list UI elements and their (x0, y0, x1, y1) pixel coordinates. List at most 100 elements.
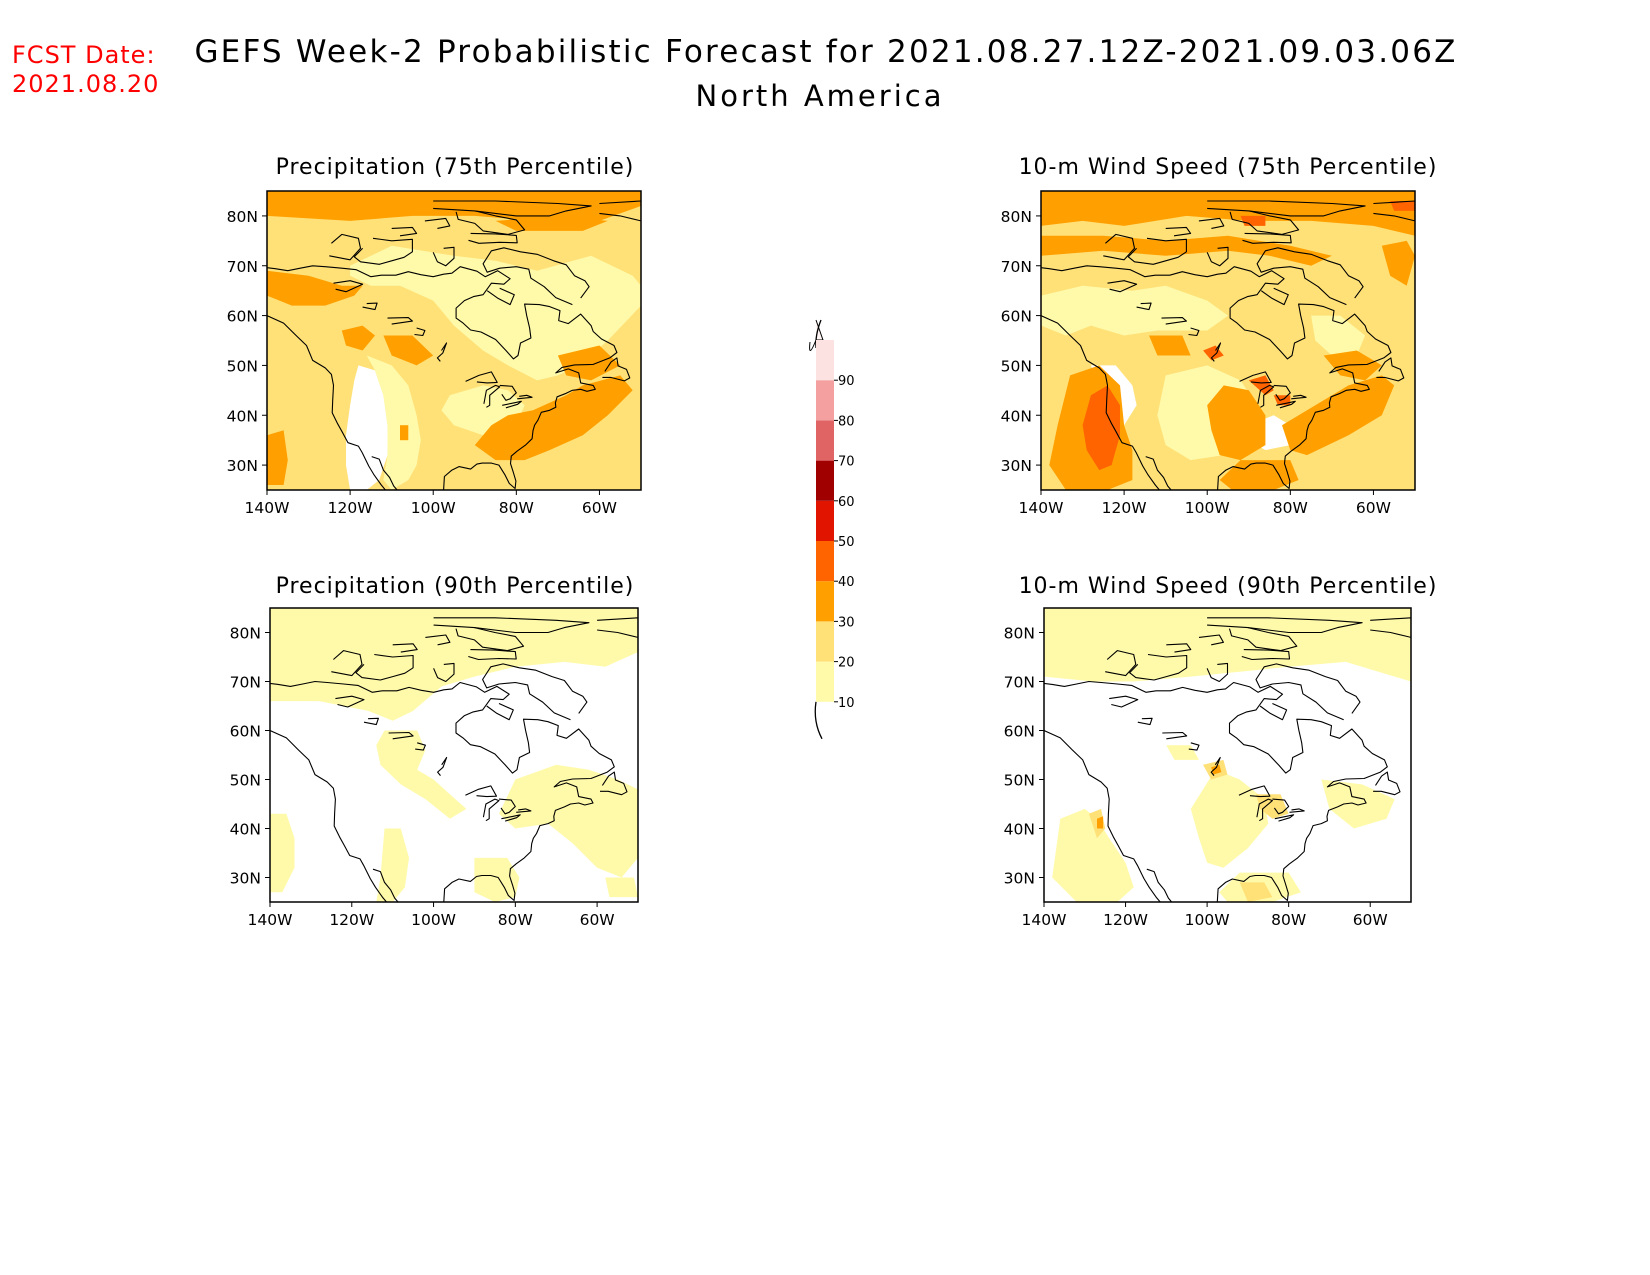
coastline (1103, 233, 1136, 261)
coastline (499, 384, 517, 401)
lat-tick-label: 50N (1001, 357, 1032, 375)
coastline (1273, 384, 1291, 401)
colorbar-label: 20 (838, 656, 855, 671)
coastlines-precip-75 (267, 200, 641, 490)
coastline (455, 210, 526, 235)
coastline (502, 400, 522, 409)
axis-ticks-wind-90: 80N 70N 60N 50N 40N 30N 140W 120W 100W 80W 60W (1004, 625, 1388, 930)
probability-region (341, 325, 375, 351)
coastline (483, 384, 501, 408)
coastline (372, 868, 399, 902)
figure-subtitle: North America (696, 79, 945, 113)
coastline (486, 287, 515, 306)
probability-region (557, 345, 621, 381)
probability-region (1323, 350, 1382, 381)
coastline (1146, 868, 1173, 902)
axis-ticks-wind-75: 80N 70N 60N 50N 40N 30N 140W 120W 100W 80W 60W (1001, 208, 1391, 517)
colorbar-swatch (816, 380, 834, 421)
lat-tick-label: 60N (230, 723, 261, 741)
probability-region (1381, 240, 1415, 286)
lon-tick-label: 140W (248, 911, 293, 929)
lat-tick-label: 50N (230, 772, 261, 790)
lat-tick-label: 70N (1004, 674, 1035, 692)
coastline (1260, 287, 1289, 306)
lon-tick-label: 80W (1271, 911, 1306, 929)
lon-tick-label: 120W (328, 499, 373, 517)
coastline (267, 265, 618, 490)
lon-tick-label: 60W (582, 499, 617, 517)
coastline (516, 808, 532, 813)
coastline (363, 717, 379, 726)
coastlines-wind-75 (1041, 200, 1415, 490)
probability-region (1041, 191, 1415, 236)
coastline (1206, 662, 1229, 683)
coastline (329, 233, 362, 261)
colorbar-swatch (816, 581, 834, 622)
fcst-date-label: FCST Date: (12, 41, 156, 69)
probability-region (1211, 764, 1222, 775)
coastline (1044, 729, 1161, 902)
coastline (270, 729, 387, 902)
coastline (437, 756, 448, 776)
panel-wind-90: 10-m Wind Speed (90th Percentile) 80N 70N… (1004, 574, 1437, 930)
colorbar-label: 40 (838, 575, 855, 590)
colorbar-swatch (816, 420, 834, 461)
lat-tick-label: 40N (230, 821, 261, 839)
colorbar-label: 10 (838, 696, 855, 711)
probability-region (1282, 375, 1395, 456)
coastline (1207, 617, 1363, 634)
coastline (501, 814, 521, 822)
coastline (1136, 302, 1152, 311)
lon-tick-label: 100W (411, 499, 456, 517)
lon-tick-label: 100W (1185, 499, 1230, 517)
coastline (1272, 798, 1290, 815)
coastline (482, 798, 500, 822)
coastline (1145, 456, 1172, 490)
coastline (1242, 232, 1292, 244)
coastline (353, 237, 413, 265)
coastline (599, 200, 641, 222)
coastline (355, 653, 414, 681)
panel-precip-75: Precipitation (75th Percentile) 80N 70N 60… (227, 155, 642, 517)
lat-tick-label: 50N (1004, 772, 1035, 790)
coastline (468, 232, 518, 244)
coastline (468, 649, 517, 661)
lat-tick-label: 30N (230, 870, 261, 888)
coastline (1210, 342, 1222, 362)
probability-region (1041, 285, 1228, 336)
coastline (1373, 200, 1415, 222)
lon-tick-label: 140W (1022, 911, 1067, 929)
probability-region (366, 355, 421, 490)
probability-region (1052, 808, 1134, 902)
lat-tick-label: 30N (1004, 870, 1035, 888)
lon-tick-label: 60W (1353, 911, 1388, 929)
coastline (1041, 265, 1392, 490)
map-fills-precip-75 (267, 191, 641, 490)
panel-wind-75: 10-m Wind Speed (75th Percentile) 80N 70N… (1001, 155, 1437, 517)
coastline (1276, 400, 1296, 409)
coastline (1137, 717, 1153, 726)
probability-region (1239, 882, 1273, 902)
coastline (486, 702, 514, 721)
coastline (433, 617, 590, 634)
probability-region (270, 813, 295, 893)
coastline (1241, 649, 1291, 661)
lat-tick-label: 30N (1001, 457, 1032, 475)
coastline (335, 695, 365, 708)
probability-region (1311, 315, 1366, 356)
map-frame-precip-90 (269, 607, 639, 903)
coastlines-wind-90 (1044, 617, 1411, 902)
coastline (1289, 808, 1305, 813)
coastline (333, 280, 364, 293)
coastline (1198, 217, 1225, 229)
coastline (1166, 643, 1192, 653)
lat-tick-label: 70N (230, 674, 261, 692)
figure-title: GEFS Week-2 Probabilistic Forecast for 2… (194, 34, 1457, 70)
coastline (1206, 246, 1229, 267)
probability-region (1248, 375, 1274, 396)
axis-ticks-precip-75: 80N 70N 60N 50N 40N 30N 140W 120W 100W 80W 60W (227, 208, 617, 517)
coastline (1188, 327, 1200, 337)
lat-tick-label: 30N (227, 457, 258, 475)
lat-tick-label: 80N (227, 208, 258, 226)
